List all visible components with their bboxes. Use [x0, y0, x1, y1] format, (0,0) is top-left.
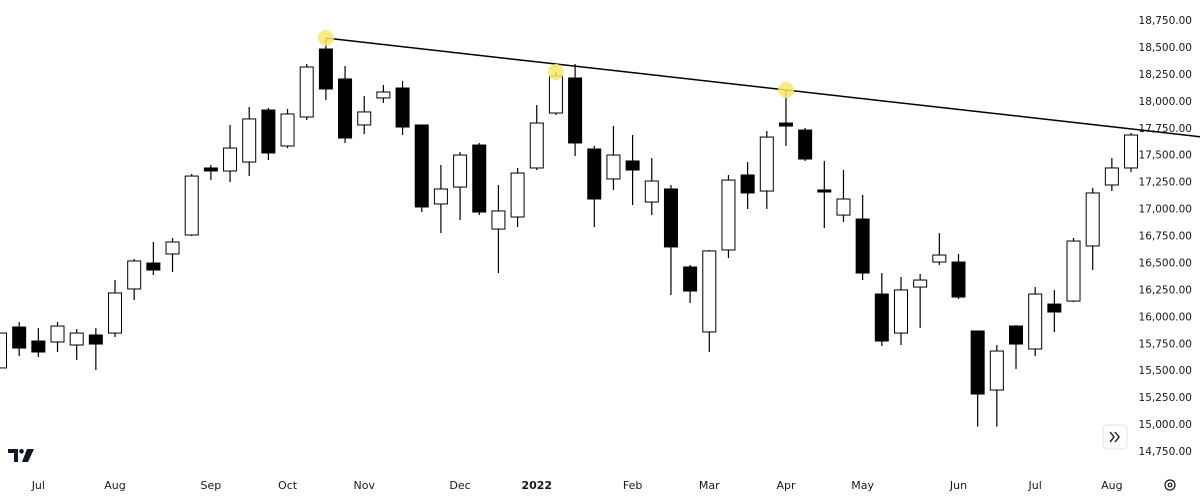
y-tick-label: 15,250.00 [1139, 392, 1192, 404]
candle-body [587, 148, 602, 200]
scroll-button[interactable] [1102, 424, 1128, 450]
x-tick-label: Feb [623, 479, 642, 492]
candle-body [357, 111, 372, 126]
candle-body [510, 172, 525, 218]
highlight-marker [317, 30, 334, 47]
candle-body [932, 254, 947, 263]
x-tick-label: Jul [31, 479, 45, 492]
x-tick-label: Mar [699, 479, 720, 492]
candle-body [817, 189, 832, 193]
x-tick-label: Aug [1101, 479, 1122, 492]
candle-body [395, 87, 410, 128]
candle-body [548, 75, 563, 114]
candle-body [644, 180, 659, 203]
candle-body [31, 340, 46, 353]
y-tick-label: 16,500.00 [1139, 257, 1192, 269]
candle-body [683, 266, 698, 292]
y-tick-label: 15,750.00 [1139, 338, 1192, 350]
candle-body [433, 188, 448, 205]
candle-body [798, 129, 813, 160]
y-tick-label: 16,750.00 [1139, 231, 1192, 243]
candle-body [874, 293, 889, 342]
x-tick-label: Dec [449, 479, 470, 492]
candle-body [1066, 240, 1081, 302]
candle-body [1124, 134, 1139, 169]
y-tick-label: 18,250.00 [1139, 69, 1192, 81]
candle-body [606, 154, 621, 180]
x-tick-label: Sep [201, 479, 222, 492]
y-tick-label: 17,500.00 [1139, 150, 1192, 162]
x-tick-label: Aug [104, 479, 125, 492]
candle-body [836, 198, 851, 216]
x-tick-label: May [851, 479, 874, 492]
candle-body [88, 334, 103, 345]
candle-body [184, 175, 199, 236]
candle-body [663, 188, 678, 248]
candle-body [529, 122, 544, 169]
candle-body [740, 174, 755, 194]
candle-body [855, 218, 870, 274]
candle-body [261, 109, 276, 154]
candle-body [893, 289, 908, 334]
candle-body [1047, 303, 1062, 313]
candle-body [1009, 325, 1024, 345]
candle-body [453, 154, 468, 188]
candle-body [0, 332, 7, 369]
candle-body [951, 261, 966, 298]
x-tick-label: Apr [776, 479, 796, 492]
candle-body [376, 91, 391, 99]
candle-body [50, 325, 65, 343]
x-tick-label: Oct [278, 479, 298, 492]
y-tick-label: 15,500.00 [1139, 365, 1192, 377]
candle-body [970, 330, 985, 395]
y-tick-label: 18,000.00 [1139, 96, 1192, 108]
tradingview-logo [8, 449, 34, 462]
candle-body [702, 250, 717, 333]
x-tick-label: Nov [353, 479, 375, 492]
y-tick-label: 18,750.00 [1139, 15, 1192, 27]
plot [0, 38, 1139, 427]
candle-body [223, 147, 238, 172]
candle-body [1085, 192, 1100, 247]
y-tick-label: 16,250.00 [1139, 284, 1192, 296]
candle-body [242, 118, 257, 163]
candle-body [165, 241, 180, 255]
candle-body [721, 179, 736, 251]
candle-body [491, 210, 506, 230]
candle-body [1104, 167, 1119, 186]
candle-body [203, 167, 218, 172]
candle-body [299, 66, 314, 118]
x-tick-label: 2022 [521, 479, 552, 492]
x-tick-label: Jun [949, 479, 967, 492]
y-tick-label: 15,000.00 [1139, 419, 1192, 431]
y-tick-label: 18,500.00 [1139, 42, 1192, 54]
candle-body [625, 160, 640, 171]
candle-body [472, 144, 487, 213]
candle-body [69, 332, 84, 346]
candle-body [568, 77, 583, 144]
y-tick-label: 14,750.00 [1139, 446, 1192, 458]
candle-body [913, 279, 928, 288]
y-tick-label: 17,250.00 [1139, 177, 1192, 189]
trendline [325, 37, 1200, 138]
y-tick-label: 17,000.00 [1139, 204, 1192, 216]
y-tick-label: 16,000.00 [1139, 311, 1192, 323]
x-tick-label: Jul [1028, 479, 1042, 492]
candle-body [778, 122, 793, 127]
candle-body [127, 260, 142, 290]
candle-body [108, 292, 123, 334]
candle-body [338, 78, 353, 139]
candle-body [280, 113, 295, 147]
highlight-marker [547, 63, 564, 80]
candle-body [989, 350, 1004, 391]
settings-button[interactable] [1164, 479, 1176, 491]
candle-body [318, 48, 333, 90]
candle-body [1028, 293, 1043, 350]
candle-body [146, 262, 161, 271]
candle-body [759, 136, 774, 192]
candle-body [414, 124, 429, 208]
highlight-marker [777, 81, 794, 98]
candle-body [12, 326, 27, 349]
